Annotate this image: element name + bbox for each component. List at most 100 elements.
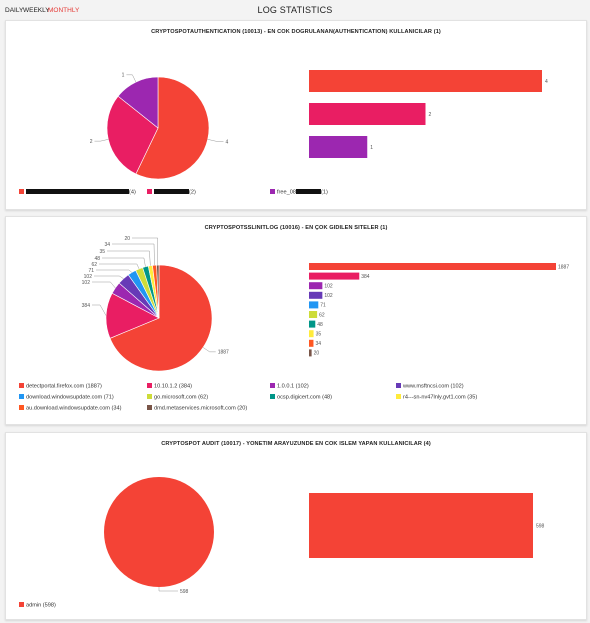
legend-swatch <box>396 394 401 399</box>
legend-label: r4---sn-nv47lnly.gvt1.com (35) <box>403 394 478 401</box>
pie-data-label: 34 <box>104 242 110 248</box>
pie-leader-line <box>92 304 107 316</box>
legend-label: detectportal.firefox.com (1887) <box>26 383 102 390</box>
bar-data-label: 34 <box>315 341 321 347</box>
legend-item-user-1[interactable]: (4) <box>19 189 136 196</box>
legend-label: au.download.windowsupdate.com (34) <box>26 405 122 412</box>
legend-swatch <box>147 394 152 399</box>
legend-swatch <box>270 189 275 194</box>
legend-label: free_08 <box>277 189 296 196</box>
legend-item-gvt1[interactable]: r4---sn-nv47lnly.gvt1.com (35) <box>396 394 477 401</box>
redacted-username <box>26 189 129 194</box>
pie-leader-line <box>94 275 124 279</box>
bar <box>309 301 319 309</box>
pie-data-label: 62 <box>91 262 97 268</box>
legend-item-msftncsi[interactable]: www.msftncsi.com (102) <box>396 383 464 390</box>
tab-daily[interactable]: DAILY <box>5 7 24 14</box>
pie-slice <box>156 264 160 319</box>
pie-data-label: 598 <box>180 589 189 595</box>
bar-data-label: 1887 <box>558 264 569 270</box>
bar-data-label: 102 <box>324 293 333 299</box>
pie-slice <box>117 76 159 129</box>
legend-label: 1.0.0.1 (102) <box>277 383 309 390</box>
pie-data-label: 1887 <box>218 350 229 356</box>
legend-swatch <box>147 189 152 194</box>
legend-item-au-download[interactable]: au.download.windowsupdate.com (34) <box>19 405 121 412</box>
pie-leader-line <box>94 139 109 142</box>
audit-bar-chart: 598 <box>309 493 545 558</box>
legend-item-user-2[interactable]: (2) <box>147 189 196 196</box>
bar <box>309 339 314 347</box>
legend-item-ocsp-digicert[interactable]: ocsp.digicert.com (48) <box>270 394 332 401</box>
legend-count: (2) <box>189 189 196 196</box>
authentication-bar-chart: 4 2 1 <box>309 70 548 158</box>
pie-data-label: 102 <box>84 274 93 280</box>
bar-data-label: 1 <box>370 145 373 151</box>
bar <box>309 493 533 558</box>
pie-data-label: 2 <box>90 139 93 145</box>
legend-item-10-10-1-2[interactable]: 10.10.1.2 (384) <box>147 383 192 390</box>
ssl-sites-card: CRYPTOSPOTSSLINITLOG (10016) - EN ÇOK GI… <box>5 216 587 425</box>
pie-data-label: 4 <box>225 139 228 145</box>
bar <box>309 291 323 299</box>
pie-leader-line <box>207 139 224 142</box>
bar-data-label: 62 <box>319 312 325 318</box>
redacted-username <box>295 189 321 194</box>
legend-label: download.windowsupdate.com (71) <box>26 394 114 401</box>
bar <box>309 103 426 125</box>
pie-slice <box>135 76 210 180</box>
legend-label: go.microsoft.com (62) <box>154 394 209 401</box>
bar <box>309 282 323 290</box>
bar-data-label: 20 <box>314 351 320 357</box>
pie-leader-line <box>99 263 140 269</box>
authentication-card: CRYPTOSPOTAUTHENTICATION (10013) - EN CO… <box>5 20 587 210</box>
legend-item-go-microsoft[interactable]: go.microsoft.com (62) <box>147 394 208 401</box>
legend-swatch <box>147 383 152 388</box>
legend-item-dmd-metaservices[interactable]: dmd.metaservices.microsoft.com (20) <box>147 405 247 412</box>
legend-label: ocsp.digicert.com (48) <box>277 394 333 401</box>
legend-swatch <box>19 602 24 607</box>
bar <box>309 311 318 318</box>
bar <box>309 272 360 280</box>
legend-count: (4) <box>129 189 136 196</box>
bar <box>309 136 368 158</box>
legend-item-admin[interactable]: admin (598) <box>19 602 56 609</box>
legend-swatch <box>270 383 275 388</box>
bar <box>309 349 312 357</box>
pie-leader-line <box>96 269 133 273</box>
pie-leader-line <box>132 237 159 266</box>
legend-swatch <box>396 383 401 388</box>
pie-data-label: 102 <box>82 280 91 286</box>
pie-slice <box>104 477 214 587</box>
pie-data-label: 48 <box>94 256 100 262</box>
legend-count: (1) <box>320 189 328 196</box>
top-bar: DAILY WEEKLY MONTHLY LOG STATISTICS <box>0 0 590 18</box>
card-title: CRYPTOSPOT AUDIT (10017) - YONETIM ARAYU… <box>161 441 431 447</box>
bar-data-label: 71 <box>320 303 326 309</box>
pie-data-label: 384 <box>82 303 91 309</box>
bar-data-label: 598 <box>536 523 545 529</box>
pie-leader-line <box>112 243 155 266</box>
bar-data-label: 48 <box>317 322 323 328</box>
card-title: CRYPTOSPOTSSLINITLOG (10016) - EN ÇOK GI… <box>204 225 388 231</box>
redacted-username <box>154 189 189 194</box>
bar-data-label: 384 <box>361 274 370 280</box>
tab-weekly[interactable]: WEEKLY <box>23 7 50 14</box>
legend-item-download-windowsupdate[interactable]: download.windowsupdate.com (71) <box>19 394 114 401</box>
legend-swatch <box>19 405 24 410</box>
pie-data-label: 20 <box>124 236 130 242</box>
card-title: CRYPTOSPOTAUTHENTICATION (10013) - EN CO… <box>151 29 441 35</box>
tab-monthly[interactable]: MONTHLY <box>48 7 80 14</box>
bar <box>309 320 316 328</box>
pie-leader-line <box>158 587 178 592</box>
audit-pie-chart: 598 <box>104 477 214 595</box>
bar <box>309 70 542 92</box>
legend-swatch <box>270 394 275 399</box>
legend-item-1-0-0-1[interactable]: 1.0.0.1 (102) <box>270 383 309 390</box>
legend-swatch <box>147 405 152 410</box>
legend-item-detectportal[interactable]: detectportal.firefox.com (1887) <box>19 383 102 390</box>
sites-bar-chart: 1887 384 102 102 71 62 48 35 34 20 <box>309 263 569 357</box>
legend-item-user-3[interactable]: free_08 (1) <box>270 189 328 196</box>
legend-swatch <box>19 383 24 388</box>
